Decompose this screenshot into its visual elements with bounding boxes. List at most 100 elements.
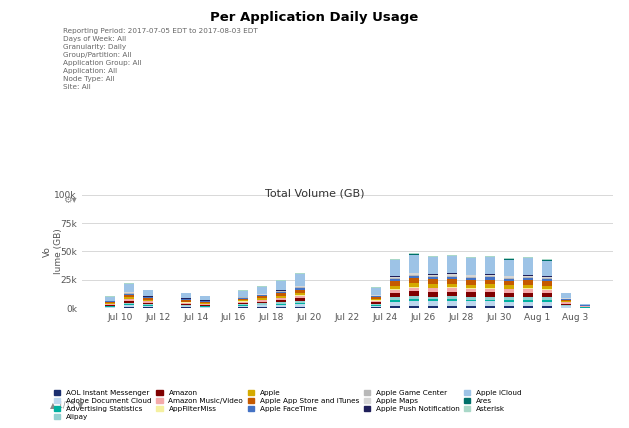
Bar [447,255,457,256]
Bar [276,302,286,304]
Bar [523,259,533,275]
Bar [276,298,286,300]
Bar [257,296,267,298]
Bar [465,257,476,258]
Bar [465,300,476,301]
Bar [181,304,191,305]
Bar [200,307,210,308]
Bar [409,287,419,288]
Bar [465,285,476,288]
Bar [257,307,267,308]
Bar [276,305,286,307]
Bar [542,300,552,302]
Bar [428,257,438,274]
Bar [447,288,457,292]
Bar [124,284,135,292]
Bar [276,280,286,281]
Bar [447,284,457,287]
Bar [124,297,135,298]
Bar [542,289,552,290]
Bar [409,255,419,273]
Bar [560,293,571,298]
Bar [504,289,514,293]
Bar [447,292,457,297]
Bar [465,280,476,285]
Bar [370,295,381,296]
Bar [295,304,305,307]
Bar [124,283,135,284]
Bar [257,294,267,295]
Bar [124,307,135,308]
Bar [257,301,267,303]
Bar [465,288,476,289]
Bar [465,292,476,297]
Bar [257,300,267,301]
Bar [409,276,419,278]
Bar [504,258,514,259]
Bar [428,300,438,301]
Bar [485,301,495,306]
Bar [143,306,153,307]
Bar [370,307,381,308]
Bar [579,304,590,305]
Bar [560,306,571,308]
Bar [295,289,305,293]
Bar [523,285,533,288]
Bar [200,304,210,305]
Bar [504,285,514,288]
Bar [485,257,495,274]
Bar [390,293,400,297]
Bar [143,303,153,304]
Bar [390,276,400,277]
Bar [428,306,438,308]
Bar [485,275,495,276]
Bar [542,286,552,289]
Bar [542,306,552,308]
Bar [409,283,419,287]
Bar [504,278,514,279]
Bar [465,306,476,308]
Bar [295,288,305,289]
Bar [124,293,135,294]
Bar [105,307,116,308]
Bar [542,278,552,279]
Bar [257,286,267,287]
Bar [523,280,533,285]
Bar [143,304,153,305]
Bar [428,274,438,275]
Bar [542,279,552,282]
Bar [504,281,514,285]
Bar [428,288,438,292]
Bar [523,306,533,308]
Bar [124,292,135,293]
Bar [523,302,533,306]
Bar [409,306,419,308]
Bar [105,297,116,301]
Bar [238,302,248,303]
Bar [276,292,286,293]
Bar [390,290,400,293]
Bar [428,297,438,300]
Bar [485,297,495,300]
Bar [465,301,476,306]
Bar [295,286,305,287]
Bar [504,302,514,306]
Bar [428,301,438,306]
Bar [523,288,533,289]
Bar [560,303,571,305]
Bar [447,306,457,308]
Bar [465,275,476,276]
Bar [276,296,286,297]
Bar [370,304,381,305]
Bar [370,306,381,307]
Bar [200,297,210,300]
Bar [124,294,135,297]
Bar [124,303,135,304]
Bar [143,291,153,296]
Bar [295,293,305,295]
Bar [409,301,419,306]
Bar [390,306,400,308]
Bar [409,288,419,291]
Bar [238,300,248,301]
Bar [447,273,457,274]
